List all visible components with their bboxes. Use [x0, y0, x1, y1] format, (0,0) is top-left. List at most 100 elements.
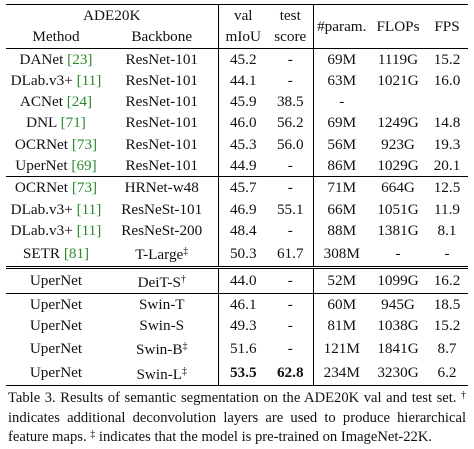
flops-value: 1249G — [377, 114, 419, 132]
flops-cell: 1021G — [370, 70, 426, 91]
flops-value: 1099G — [377, 272, 419, 290]
flops-value: 1038G — [377, 317, 419, 335]
test-score-cell: 56.2 — [268, 112, 314, 134]
params-value: 81M — [327, 317, 357, 335]
val-miou-value: 46.0 — [229, 114, 257, 132]
dataset-header: ADE20K — [6, 4, 219, 27]
val-miou-value: 44.1 — [229, 71, 257, 89]
params-value: 66M — [327, 200, 357, 218]
flops-value: 1841G — [377, 339, 419, 357]
flops-value: 1029G — [377, 157, 419, 175]
method-name: UperNet — [29, 317, 83, 335]
params-cell: 69M — [313, 112, 370, 133]
citation-link: [11] — [76, 200, 102, 218]
fps-value: 11.9 — [433, 200, 460, 218]
backbone-cell: Swin-S — [106, 315, 219, 337]
backbone-name: ResNet-101 — [125, 157, 199, 175]
fps-value: 12.5 — [433, 179, 461, 197]
test-score-cell: - — [268, 265, 314, 294]
test-score-value: 62.8 — [276, 364, 304, 382]
val-miou-cell: 45.9 — [218, 91, 268, 112]
backbone-header: Backbone — [106, 26, 219, 49]
params-value: 88M — [327, 221, 357, 239]
backbone-cell: ResNeSt-200 — [106, 219, 219, 242]
method-name: DLab.v3+ — [10, 71, 73, 89]
test-score-cell: 62.8 — [268, 360, 314, 387]
val-miou-value: 46.9 — [229, 200, 257, 218]
fps-cell: 11.9 — [426, 199, 468, 220]
params-cell: 81M — [313, 315, 370, 336]
backbone-name: ResNet-101 — [125, 71, 199, 89]
fps-value: 16.0 — [433, 71, 461, 89]
params-cell: 71M — [313, 176, 370, 199]
fps-cell: 16.2 — [426, 265, 468, 294]
val-miou-cell: 44.1 — [218, 70, 268, 91]
table-row: SETR [81] T-Large‡ 50.3 61.7 308M - - — [6, 241, 468, 268]
params-cell: 66M — [313, 199, 370, 220]
params-cell: 121M — [313, 336, 370, 360]
flops-cell: 1381G — [370, 220, 426, 241]
val-miou-value: 45.9 — [229, 93, 257, 111]
method-name: ACNet — [19, 93, 63, 111]
footnote-mark: ‡ — [183, 246, 189, 258]
fps-cell: 8.1 — [426, 220, 468, 241]
flops-cell: 1029G — [370, 155, 426, 177]
params-cell: 60M — [313, 292, 370, 316]
test-score-value: - — [287, 157, 293, 175]
test-score-value: - — [287, 317, 293, 335]
table-row: OCRNet [73] ResNet-101 45.3 56.0 56M 923G 19.3 — [6, 133, 468, 156]
fps-cell: 8.7 — [426, 336, 468, 360]
backbone-name: ResNet-101 — [125, 114, 199, 132]
citation-link: [24] — [66, 93, 93, 111]
results-table: ADE20K val test #param. FLOPs FPS Method… — [6, 4, 468, 387]
header-row-1: ADE20K val test #param. FLOPs FPS — [6, 4, 468, 49]
fps-value: 8.1 — [437, 221, 457, 239]
table-row: UperNet Swin-B‡ 51.6 - 121M 1841G 8.7 — [6, 336, 468, 361]
test-score-value: - — [287, 272, 293, 290]
method-name: OCRNet — [14, 135, 69, 153]
backbone-cell: DeiT-S† — [106, 265, 219, 294]
val-miou-cell: 46.1 — [218, 292, 268, 316]
test-header-top: test — [268, 4, 314, 27]
flops-value: 945G — [381, 295, 415, 313]
flops-cell: 664G — [370, 176, 426, 199]
backbone-name: T-Large — [135, 246, 184, 264]
method-name: OCRNet — [14, 179, 69, 197]
fps-value: 14.8 — [433, 114, 461, 132]
test-score-cell: - — [268, 155, 314, 177]
method-cell: SETR [81] — [6, 241, 106, 267]
test-score-cell: - — [268, 48, 314, 70]
backbone-name: Swin-S — [139, 317, 185, 335]
method-name: DNL — [26, 114, 57, 132]
fps-value: 18.5 — [433, 295, 461, 313]
table-row: DLab.v3+ [11] ResNeSt-101 46.9 55.1 66M 1051G… — [6, 198, 468, 220]
table-row: UperNet [69] ResNet-101 44.9 - 86M 1029G 20.1 — [6, 155, 468, 177]
val-miou-cell: 51.6 — [218, 336, 268, 360]
backbone-cell: ResNet-101 — [106, 133, 219, 156]
method-name: DLab.v3+ — [10, 200, 73, 218]
val-miou-value: 45.7 — [229, 179, 257, 197]
method-name: DANet — [19, 50, 64, 68]
flops-value: 664G — [381, 179, 415, 197]
table-caption: Table 3. Results of semantic segmentatio… — [6, 389, 466, 448]
params-value: 308M — [323, 244, 360, 262]
table-row: DANet [23] ResNet-101 45.2 - 69M 1119G 15.2 — [6, 48, 468, 70]
method-cell: DNL [71] — [6, 112, 106, 133]
citation-link: [71] — [60, 114, 86, 132]
flops-cell: - — [370, 241, 426, 267]
citation-link: [11] — [76, 221, 102, 239]
params-cell: 63M — [313, 70, 370, 91]
results-table-figure: ADE20K val test #param. FLOPs FPS Method… — [6, 4, 468, 448]
val-miou-cell: 45.3 — [218, 134, 268, 155]
params-cell: 234M — [313, 360, 370, 387]
method-name: UperNet — [29, 295, 83, 313]
fps-cell: 16.0 — [426, 70, 468, 91]
backbone-name: Swin-L — [136, 365, 183, 383]
params-header: #param. — [313, 4, 370, 49]
backbone-cell: HRNet-w48 — [106, 176, 219, 199]
test-score-cell: 61.7 — [268, 241, 314, 268]
fps-cell: 14.8 — [426, 112, 468, 133]
caption-part-1: Table 3. Results of semantic segmentatio… — [8, 390, 457, 407]
params-cell: 86M — [313, 155, 370, 177]
params-value: 56M — [327, 135, 357, 153]
